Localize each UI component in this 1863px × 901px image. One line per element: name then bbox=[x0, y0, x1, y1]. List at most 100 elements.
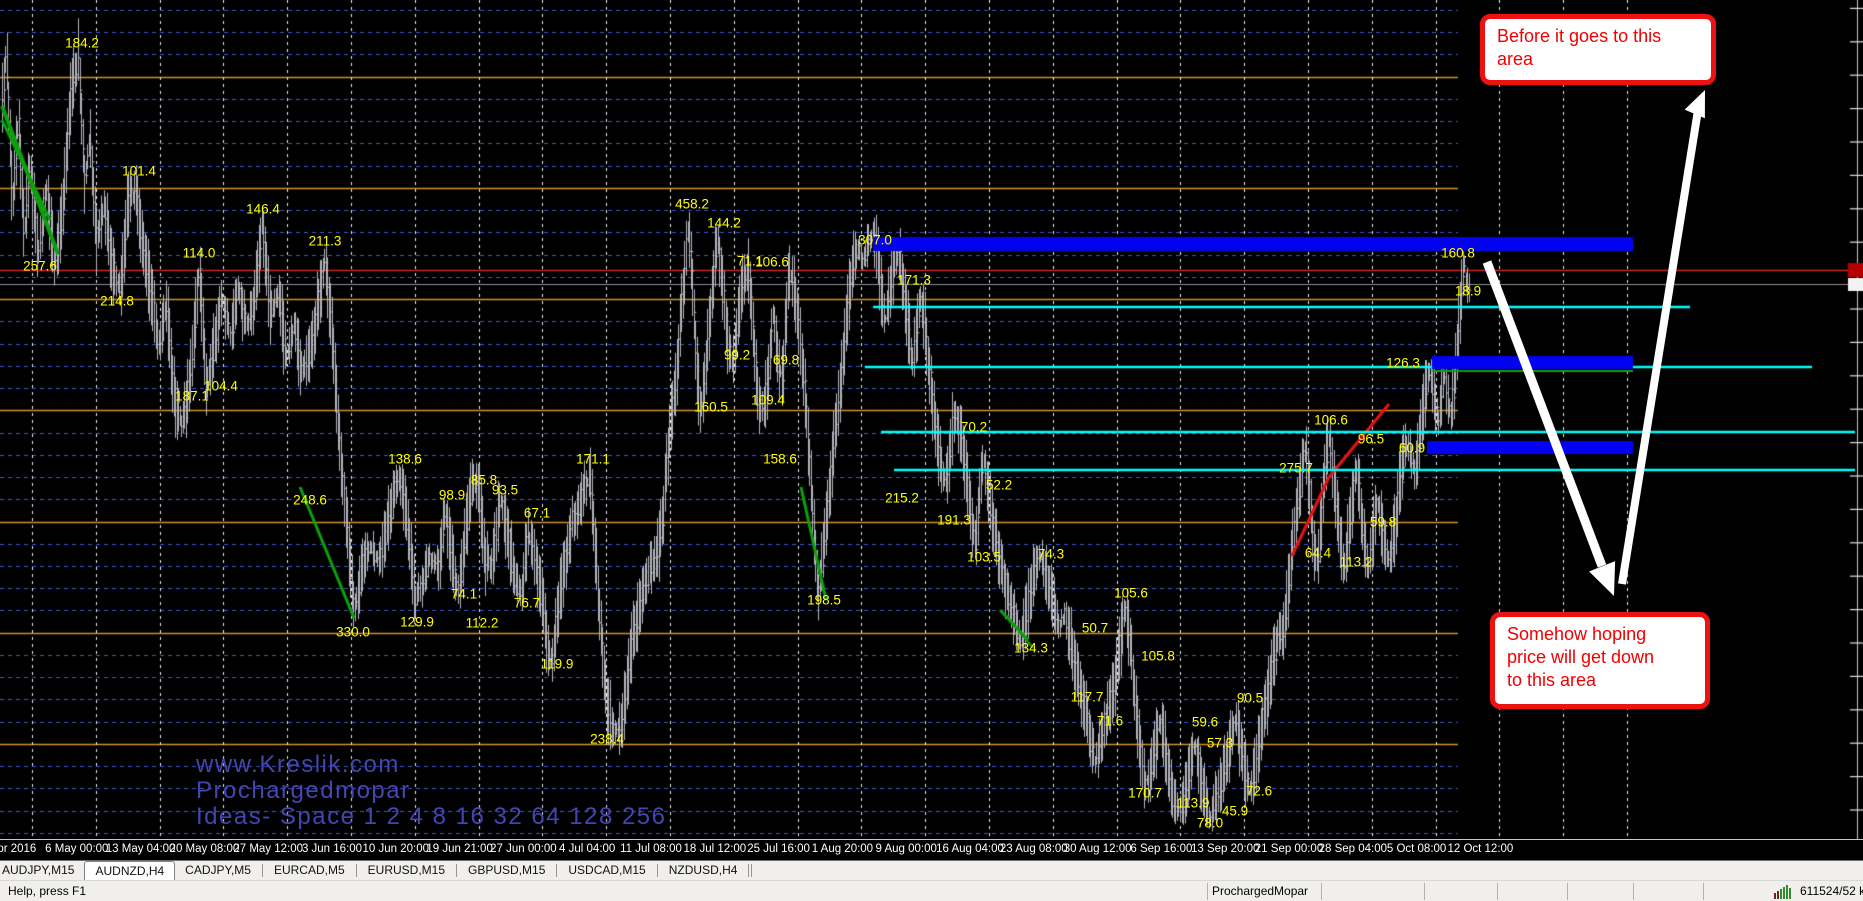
time-axis-label: 25 Jul 16:00 bbox=[747, 843, 810, 855]
price-label: 170.7 bbox=[1128, 785, 1162, 801]
status-separator bbox=[1567, 883, 1568, 900]
tab-separator bbox=[751, 864, 753, 877]
price-label: 64.4 bbox=[1304, 545, 1332, 561]
price-label: 105.6 bbox=[1114, 585, 1148, 601]
tab-separator bbox=[748, 864, 750, 877]
price-label: 98.9 bbox=[438, 487, 466, 503]
price-label: 71.1 bbox=[736, 253, 764, 269]
annotation-text: to this area bbox=[1507, 670, 1597, 690]
tab-separator bbox=[355, 864, 357, 877]
chart-tab-eurcad-m5[interactable]: EURCAD,M5 bbox=[273, 863, 345, 877]
time-axis-label: 28 Sep 04:00 bbox=[1318, 843, 1388, 855]
chart-tab-audjpy-m15[interactable]: AUDJPY,M15 bbox=[2, 863, 75, 877]
price-label: 458.2 bbox=[675, 196, 709, 212]
time-axis-label: Apr 2016 bbox=[0, 843, 37, 855]
price-label: 184.2 bbox=[65, 35, 99, 51]
annotation-text: Before it goes to this bbox=[1497, 26, 1662, 46]
price-label: 96.5 bbox=[1357, 431, 1385, 447]
price-label: 307.0 bbox=[858, 232, 892, 248]
price-label: 144.2 bbox=[707, 215, 741, 231]
price-label: 215.2 bbox=[885, 490, 919, 506]
price-label: 160.5 bbox=[694, 399, 728, 415]
time-axis-label: 11 Jul 08:00 bbox=[620, 843, 682, 855]
price-label: 214.8 bbox=[100, 293, 134, 309]
price-label: 90.5 bbox=[1236, 690, 1264, 706]
price-label: 99.2 bbox=[723, 347, 751, 363]
time-axis-label: 16 Aug 04:00 bbox=[936, 843, 1004, 855]
price-label: 52.2 bbox=[985, 477, 1013, 493]
time-axis-label: 27 Jun 00:00 bbox=[490, 843, 557, 855]
time-axis-label: 23 Aug 08:00 bbox=[999, 843, 1068, 855]
time-axis-label: 30 Aug 12:00 bbox=[1063, 843, 1132, 855]
price-label: 275.7 bbox=[1279, 460, 1313, 476]
annotation-box-target-down[interactable]: Somehow hoping price will get down to th… bbox=[1490, 612, 1710, 709]
price-label: 198.5 bbox=[807, 592, 841, 608]
price-label: 113.9 bbox=[1176, 795, 1210, 811]
price-label: 129.9 bbox=[400, 614, 434, 630]
tab-separator bbox=[556, 864, 558, 877]
price-label: 50.7 bbox=[1081, 620, 1109, 636]
price-label: 191.3 bbox=[937, 512, 971, 528]
time-axis-label: 20 May 08:00 bbox=[169, 843, 240, 855]
price-label: 104.4 bbox=[204, 378, 238, 394]
price-label: 257.6 bbox=[23, 258, 57, 274]
price-chart-canvas[interactable] bbox=[0, 0, 1863, 839]
status-separator bbox=[1207, 883, 1208, 900]
price-label: 105.8 bbox=[1141, 648, 1175, 664]
time-axis-label: 6 Sep 16:00 bbox=[1130, 843, 1193, 855]
price-label: 171.3 bbox=[897, 272, 931, 288]
status-separator bbox=[1424, 883, 1425, 900]
price-label: 74.1 bbox=[450, 586, 478, 602]
price-label: 71.6 bbox=[1096, 713, 1124, 729]
price-label: 117.7 bbox=[1070, 689, 1104, 705]
price-label: 113.2 bbox=[1339, 554, 1373, 570]
price-label: 138.6 bbox=[388, 451, 422, 467]
time-axis-label: 3 Jun 16:00 bbox=[301, 843, 363, 855]
price-label: 57.3 bbox=[1206, 735, 1234, 751]
price-label: 119.9 bbox=[540, 656, 574, 672]
price-label: 211.3 bbox=[308, 233, 342, 249]
price-label: 126.3 bbox=[1386, 355, 1420, 371]
annotation-box-target-up[interactable]: Before it goes to this area bbox=[1480, 14, 1716, 85]
chart-tab-audnzd-h4[interactable]: AUDNZD,H4 bbox=[84, 861, 176, 880]
price-label: 59.6 bbox=[1191, 714, 1219, 730]
price-label: 109.4 bbox=[751, 392, 785, 408]
time-axis-label: 21 Sep 00:00 bbox=[1254, 843, 1324, 855]
time-axis-label: 1 Aug 20:00 bbox=[811, 843, 874, 855]
price-label: 330.0 bbox=[336, 624, 370, 640]
chart-tab-cadjpy-m5[interactable]: CADJPY,M5 bbox=[185, 863, 251, 877]
tab-separator bbox=[261, 864, 263, 877]
time-axis-label: 9 Aug 00:00 bbox=[875, 843, 937, 855]
time-axis-label: 5 Oct 08:00 bbox=[1386, 843, 1447, 855]
chart-tab-eurusd-m15[interactable]: EURUSD,M15 bbox=[367, 863, 446, 877]
time-axis-label: 19 Jun 21:00 bbox=[426, 843, 493, 855]
status-separator bbox=[1321, 883, 1322, 900]
chart-tab-gbpusd-m15[interactable]: GBPUSD,M15 bbox=[468, 863, 546, 877]
price-label: 85.8 bbox=[470, 472, 498, 488]
chart-tab-nzdusd-h4[interactable]: NZDUSD,H4 bbox=[668, 863, 738, 877]
price-label: 18.9 bbox=[1454, 283, 1482, 299]
chart-area[interactable]: www.Kreslik.com Prochargedmopar Ideas- S… bbox=[0, 0, 1863, 839]
time-axis-label: 13 May 04:00 bbox=[105, 843, 176, 855]
price-label: 248.6 bbox=[293, 492, 327, 508]
time-axis-label: 13 Sep 20:00 bbox=[1190, 843, 1260, 855]
tab-separator bbox=[456, 864, 458, 877]
price-label: 106.6 bbox=[1314, 412, 1348, 428]
price-label: 45.9 bbox=[1221, 803, 1249, 819]
price-label: 112.2 bbox=[465, 615, 499, 631]
price-label: 74.3 bbox=[1037, 546, 1065, 562]
price-label: 76.7 bbox=[513, 595, 541, 611]
annotation-text: Somehow hoping bbox=[1507, 624, 1647, 644]
status-separator bbox=[1703, 883, 1704, 900]
annotation-text: price will get down bbox=[1507, 647, 1655, 667]
time-axis-label: 27 May 12:00 bbox=[233, 843, 304, 855]
time-axis-label: 4 Jul 04:00 bbox=[559, 843, 616, 855]
status-traffic-counter: 611524/52 k bbox=[1800, 884, 1863, 898]
chart-tab-bar: AUDJPY,M15 AUDNZD,H4 CADJPY,M5 EURCAD,M5 EUR… bbox=[0, 860, 1863, 880]
price-label: 238.4 bbox=[590, 731, 624, 747]
status-help-text: Help, press F1 bbox=[8, 884, 87, 898]
chart-tab-usdcad-m15[interactable]: USDCAD,M15 bbox=[568, 863, 646, 877]
price-label: 70.2 bbox=[960, 419, 988, 435]
